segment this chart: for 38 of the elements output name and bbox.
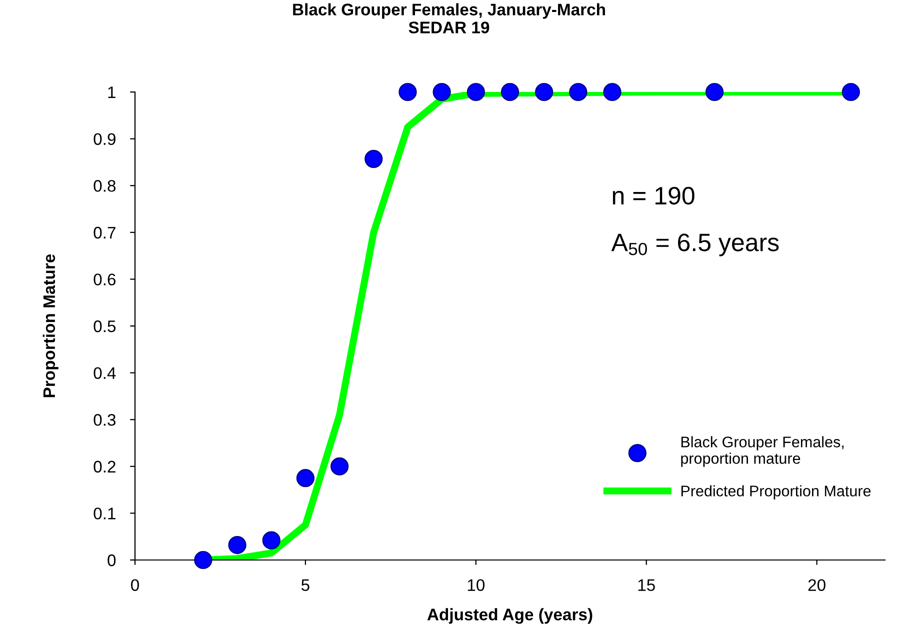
x-tick-label: 20 <box>808 579 826 591</box>
y-tick-label: 0.3 <box>94 414 116 426</box>
legend-label: Black Grouper Females, proportion mature <box>681 436 844 467</box>
annotation: n = 190 <box>612 186 694 205</box>
y-tick-label: 0.8 <box>94 180 116 192</box>
chart-title: Black Grouper Females, January-March SEDAR 19 <box>293 3 605 34</box>
point <box>466 82 485 102</box>
point <box>262 531 280 550</box>
x-tick-label: 5 <box>301 579 310 591</box>
point <box>569 82 588 102</box>
point <box>842 82 860 102</box>
y-tick-label: 0.4 <box>94 367 116 380</box>
y-tick-label: 0.7 <box>94 226 116 239</box>
point <box>500 82 520 102</box>
point <box>364 150 383 168</box>
point <box>330 457 349 476</box>
annotation: A$_{50}$ = 6.5 years <box>611 234 779 256</box>
y-tick-label: 0.1 <box>94 508 116 520</box>
point <box>228 536 246 554</box>
legend-label: Predicted Proportion Mature <box>681 485 871 500</box>
y-tick-label: 0 <box>108 554 116 566</box>
x-tick-label: 15 <box>638 579 655 591</box>
point <box>432 82 451 102</box>
point <box>194 550 212 570</box>
y-tick-label: 1 <box>108 86 116 98</box>
point <box>603 82 622 102</box>
x-tick-label: 0 <box>131 579 139 591</box>
x-axis-title: Adjusted Age (years) <box>427 608 592 624</box>
point <box>705 82 724 102</box>
point <box>296 469 315 488</box>
y-tick-label: 0.2 <box>94 460 116 473</box>
point <box>535 82 554 102</box>
x-tick-label: 10 <box>468 579 485 591</box>
point <box>398 82 417 102</box>
y-tick-label: 0.6 <box>94 274 116 286</box>
y-tick-label: 0.5 <box>94 320 116 332</box>
y-axis-title: Proportion Mature <box>42 254 58 398</box>
y-tick-label: 0.9 <box>94 133 116 146</box>
